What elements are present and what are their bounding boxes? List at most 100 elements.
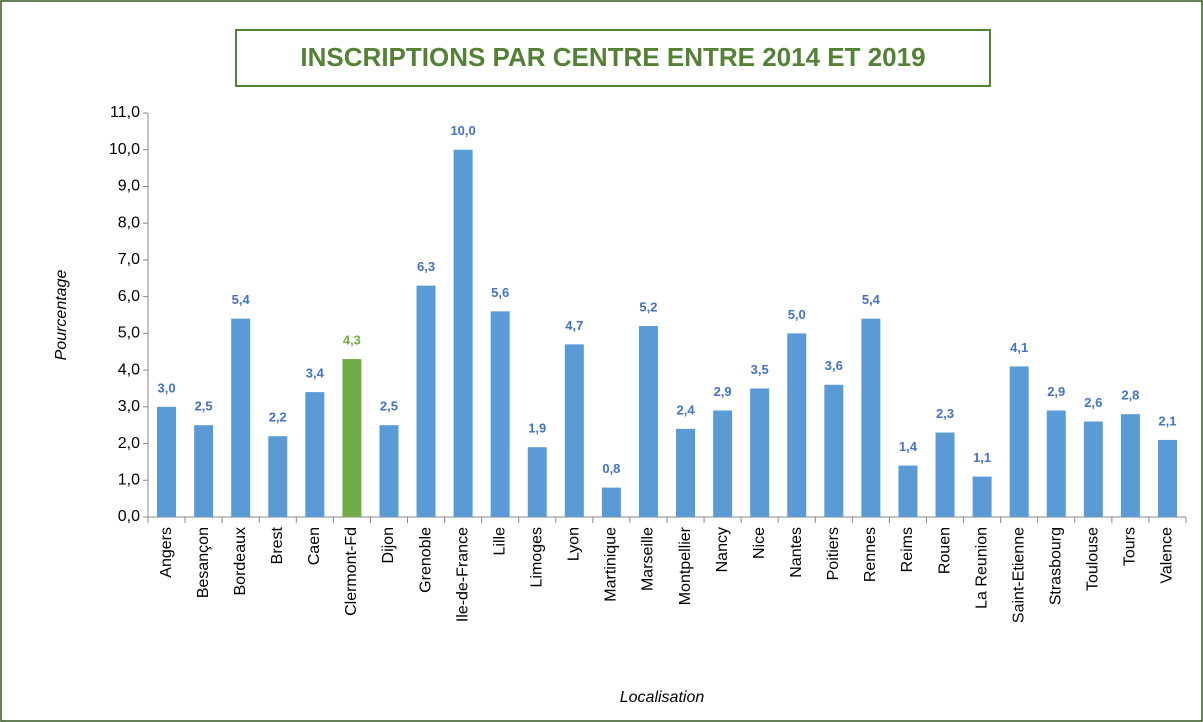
y-tick-label: 6,0 — [118, 288, 140, 305]
x-tick-label: Dijon — [380, 527, 397, 563]
bar — [898, 465, 918, 517]
x-tick-label: Reims — [899, 527, 916, 572]
y-tick-label: 2,0 — [118, 435, 140, 452]
y-tick-label: 5,0 — [118, 325, 140, 342]
data-label: 5,4 — [232, 292, 251, 307]
bar — [527, 447, 547, 517]
x-tick-label: Saint-Etienne — [1010, 527, 1027, 623]
bar — [824, 384, 844, 517]
data-label: 2,4 — [676, 402, 695, 417]
x-tick-label: Strasbourg — [1047, 527, 1064, 605]
x-tick-label: Lille — [491, 527, 508, 556]
y-tick-label: 3,0 — [118, 398, 140, 415]
data-label: 1,4 — [899, 439, 918, 454]
data-label: 3,4 — [306, 366, 325, 381]
data-label: 2,9 — [714, 384, 732, 399]
bar — [564, 344, 584, 517]
x-tick-label: Nice — [751, 527, 768, 559]
data-label: 2,3 — [936, 406, 954, 421]
data-label: 6,3 — [417, 259, 435, 274]
data-label: 0,8 — [602, 461, 620, 476]
x-tick-label: Ile-de-France — [454, 527, 471, 622]
x-tick-label: Caen — [306, 527, 323, 565]
x-tick-label: Tours — [1122, 527, 1139, 566]
data-label: 1,9 — [528, 421, 546, 436]
x-tick-label: Valence — [1159, 527, 1176, 584]
title-box — [235, 29, 991, 87]
x-tick-label: Grenoble — [417, 527, 434, 593]
bar — [1046, 410, 1066, 517]
x-tick-label: Limoges — [528, 527, 545, 587]
data-label: 5,0 — [788, 307, 806, 322]
y-tick-label: 7,0 — [118, 251, 140, 268]
chart-title: INSCRIPTIONS PAR CENTRE ENTRE 2014 ET 20… — [300, 42, 925, 72]
data-label: 2,5 — [195, 399, 213, 414]
bar — [453, 149, 473, 517]
x-tick-label: Bordeaux — [232, 527, 249, 596]
data-label: 1,1 — [973, 450, 991, 465]
y-tick-label: 11,0 — [110, 104, 140, 121]
x-tick-label: Nantes — [788, 527, 805, 578]
data-label: 2,1 — [1158, 413, 1176, 428]
x-tick-label: Martinique — [603, 527, 620, 602]
data-label: 2,6 — [1084, 395, 1102, 410]
bar — [601, 487, 621, 517]
y-tick-label: 1,0 — [118, 471, 140, 488]
bar — [1157, 439, 1177, 517]
bar — [305, 392, 325, 517]
data-label: 10,0 — [450, 123, 475, 138]
bar — [342, 359, 362, 517]
data-label: 5,6 — [491, 285, 509, 300]
bar — [713, 410, 733, 517]
bar — [1009, 366, 1029, 517]
bar — [416, 285, 436, 517]
data-label: 4,7 — [565, 318, 583, 333]
x-tick-label: Toulouse — [1085, 527, 1102, 591]
x-tick-label: Rouen — [936, 527, 953, 574]
x-tick-label: Rennes — [862, 527, 879, 582]
x-axis-label: Localisation — [620, 689, 705, 706]
data-label: 2,2 — [269, 410, 287, 425]
data-label: 2,8 — [1121, 388, 1139, 403]
data-label: 5,2 — [639, 299, 657, 314]
data-label: 2,5 — [380, 399, 398, 414]
bar — [972, 476, 992, 517]
data-label: 4,1 — [1010, 340, 1028, 355]
x-tick-label: Montpellier — [677, 526, 694, 605]
data-label: 5,4 — [862, 292, 881, 307]
bar — [676, 428, 696, 517]
bar — [935, 432, 955, 517]
y-axis-label: Pourcentage — [53, 270, 70, 361]
data-label: 4,3 — [343, 333, 361, 348]
data-label: 2,9 — [1047, 384, 1065, 399]
x-tick-label: Besançon — [195, 527, 212, 598]
y-tick-label: 4,0 — [118, 361, 140, 378]
y-tick-label: 0,0 — [118, 508, 140, 525]
x-tick-label: Brest — [269, 526, 286, 564]
bar — [861, 318, 881, 517]
bar — [194, 425, 214, 517]
bar — [638, 326, 658, 517]
data-label: 3,5 — [751, 362, 769, 377]
x-tick-label: La Reunion — [973, 527, 990, 609]
x-tick-label: Nancy — [714, 527, 731, 572]
bar — [490, 311, 510, 517]
y-tick-label: 10,0 — [109, 141, 140, 158]
bar — [787, 333, 807, 517]
data-label: 3,6 — [825, 358, 843, 373]
x-tick-label: Lyon — [566, 527, 583, 561]
bar — [750, 388, 770, 517]
x-tick-label: Clermont-Fd — [343, 527, 360, 616]
bar — [231, 318, 251, 517]
x-tick-label: Angers — [158, 527, 175, 578]
x-tick-label: Poitiers — [825, 527, 842, 580]
data-label: 3,0 — [157, 380, 175, 395]
bar — [1083, 421, 1103, 517]
y-tick-label: 9,0 — [118, 178, 140, 195]
bar — [268, 436, 288, 517]
bar — [1120, 414, 1140, 517]
bar — [157, 406, 177, 517]
y-tick-label: 8,0 — [118, 214, 140, 231]
